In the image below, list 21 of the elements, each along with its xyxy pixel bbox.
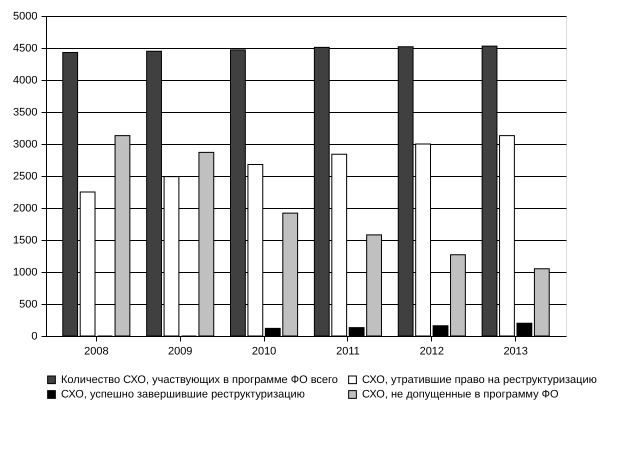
y-tick-label: 3000 [13,138,38,150]
y-tick-label: 2500 [13,170,38,182]
y-tick-label: 0 [31,330,38,342]
x-tick-label: 2009 [168,346,192,358]
y-tick-label: 3500 [13,106,38,118]
x-tick-label: 2010 [252,346,276,358]
legend-label: Количество СХО, участвующих в программе ФО всего [61,374,338,386]
x-tick-label: 2013 [503,346,528,358]
legend-label: СХО, утратившие право на реструктуризацию [362,374,597,386]
y-tick-label: 500 [19,298,38,310]
y-tick-label: 1000 [13,266,38,278]
legend-label: СХО, не допущенные в программу ФО [362,388,559,400]
y-tick-label: 4500 [13,42,38,54]
y-tick-label: 4000 [13,74,38,86]
x-tick-label: 2011 [336,346,360,358]
legend-label: СХО, успешно завершившие реструктуризацию [61,388,305,400]
x-tick-label: 2012 [420,346,444,358]
y-tick-label: 5000 [13,10,38,22]
y-tick-label: 2000 [13,202,38,214]
x-tick-label: 2008 [84,346,109,358]
y-tick-label: 1500 [13,234,38,246]
